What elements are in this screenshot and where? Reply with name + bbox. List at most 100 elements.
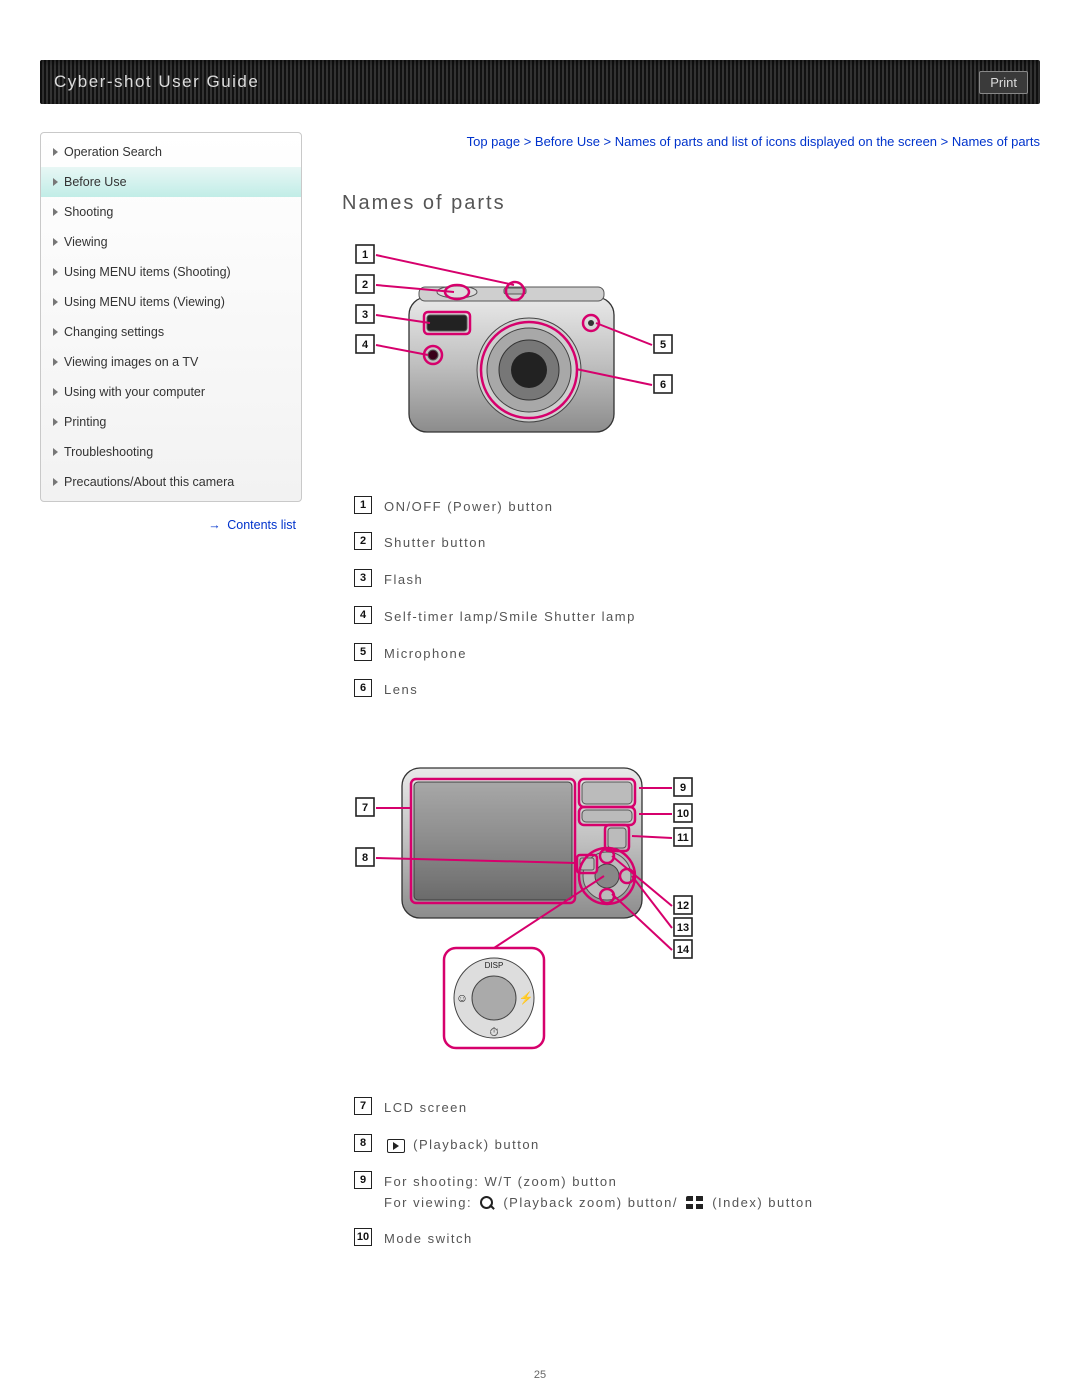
triangle-right-icon (53, 358, 58, 366)
sidebar-item[interactable]: Viewing (41, 227, 301, 257)
part-number-box: 1 (354, 496, 372, 514)
print-button[interactable]: Print (979, 71, 1028, 94)
part-row: 2Shutter button (354, 524, 1040, 561)
svg-text:7: 7 (362, 802, 368, 814)
part-label: (Playback) button (384, 1133, 540, 1156)
triangle-right-icon (53, 328, 58, 336)
sidebar-item-label: Viewing images on a TV (64, 355, 198, 369)
sidebar-item-label: Operation Search (64, 145, 162, 159)
camera-front-diagram: 1 2 3 4 5 6 (354, 237, 1040, 470)
sidebar-item-label: Using MENU items (Shooting) (64, 265, 231, 279)
svg-text:11: 11 (677, 832, 689, 844)
sidebar-column: Operation Search Before Use Shooting Viewin… (40, 132, 302, 1287)
part-number-box: 4 (354, 606, 372, 624)
part-row: 1 ON/OFF (Power) button (354, 488, 1040, 525)
svg-text:12: 12 (677, 900, 689, 912)
triangle-right-icon (53, 178, 58, 186)
svg-text:4: 4 (362, 339, 369, 351)
part-row: 10 Mode switch (354, 1220, 1040, 1257)
part-row: 6 Lens (354, 671, 1040, 708)
page-number: 25 (534, 1369, 546, 1381)
triangle-right-icon (53, 298, 58, 306)
part-row: 7 LCD screen (354, 1089, 1040, 1126)
sidebar-item-label: Before Use (64, 175, 127, 189)
sidebar-item[interactable]: Using MENU items (Shooting) (41, 257, 301, 287)
sidebar-item[interactable]: Printing (41, 407, 301, 437)
part-label: Flash (384, 568, 423, 591)
svg-text:8: 8 (362, 852, 368, 864)
header-title: Cyber-shot User Guide (54, 72, 259, 92)
part-label: ON/OFF (Power) button (384, 495, 553, 518)
part-label: LCD screen (384, 1096, 468, 1119)
part-number-box: 6 (354, 679, 372, 697)
part-label: Lens (384, 678, 418, 701)
svg-text:⚡: ⚡ (519, 991, 534, 1005)
svg-text:14: 14 (677, 944, 690, 956)
svg-text:6: 6 (660, 379, 666, 391)
triangle-right-icon (53, 148, 58, 156)
contents-link-row: → Contents list (40, 518, 296, 532)
sidebar-item-label: Viewing (64, 235, 108, 249)
sidebar-item-label: Troubleshooting (64, 445, 153, 459)
main-content: Top page > Before Use > Names of parts a… (342, 132, 1040, 1287)
part-number-box: 3 (354, 569, 372, 587)
sidebar-item[interactable]: Shooting (41, 197, 301, 227)
disp-label: DISP (485, 961, 504, 970)
part-row: 5 Microphone (354, 635, 1040, 672)
page-title: Names of parts (342, 192, 1040, 215)
contents-list-link[interactable]: Contents list (227, 518, 296, 532)
part-row: 3 Flash (354, 561, 1040, 598)
breadcrumb[interactable]: Top page > Before Use > Names of parts a… (342, 132, 1040, 152)
sidebar-item[interactable]: Viewing images on a TV (41, 347, 301, 377)
triangle-right-icon (53, 238, 58, 246)
play-icon (387, 1139, 405, 1153)
part-number-box: 8 (354, 1134, 372, 1152)
header-bar: Cyber-shot User Guide Print (40, 60, 1040, 104)
sidebar-item[interactable]: Using MENU items (Viewing) (41, 287, 301, 317)
part-row: 4 Self-timer lamp/Smile Shutter lamp (354, 598, 1040, 635)
triangle-right-icon (53, 418, 58, 426)
part-row: 8 (Playback) button (354, 1126, 1040, 1163)
part-number-box: 7 (354, 1097, 372, 1115)
svg-text:☺: ☺ (456, 991, 468, 1005)
part-label: Microphone (384, 642, 467, 665)
svg-text:9: 9 (680, 782, 686, 794)
front-parts-list: 1 ON/OFF (Power) button 2Shutter button 3 Fl… (354, 488, 1040, 709)
part-label: Mode switch (384, 1227, 473, 1250)
sidebar-item[interactable]: Before Use (41, 167, 301, 197)
part-number-box: 9 (354, 1171, 372, 1189)
sidebar-item-label: Precautions/About this camera (64, 475, 234, 489)
sidebar-item[interactable]: Using with your computer (41, 377, 301, 407)
camera-back-diagram: 7 8 9 10 11 12 13 14 (354, 738, 1040, 1071)
triangle-right-icon (53, 448, 58, 456)
part-label: Self-timer lamp/Smile Shutter lamp (384, 605, 636, 628)
sidebar-item-label: Using with your computer (64, 385, 205, 399)
svg-text:5: 5 (660, 339, 666, 351)
triangle-right-icon (53, 268, 58, 276)
svg-text:3: 3 (362, 309, 368, 321)
sidebar-item-label: Shooting (64, 205, 113, 219)
triangle-right-icon (53, 478, 58, 486)
sidebar-item[interactable]: Troubleshooting (41, 437, 301, 467)
svg-text:13: 13 (677, 922, 689, 934)
sidebar-item[interactable]: Precautions/About this camera (41, 467, 301, 497)
sidebar-item[interactable]: Operation Search (41, 137, 301, 167)
sidebar-item[interactable]: Changing settings (41, 317, 301, 347)
svg-text:2: 2 (362, 279, 368, 291)
svg-text:⏱: ⏱ (489, 1025, 498, 1039)
part-label: For shooting: W/T (zoom) buttonFor viewi… (384, 1170, 813, 1214)
index-icon (686, 1196, 704, 1210)
arrow-right-icon: → (208, 518, 220, 532)
sidebar-item-label: Printing (64, 415, 106, 429)
sidebar: Operation Search Before Use Shooting Viewin… (40, 132, 302, 502)
sidebar-item-label: Changing settings (64, 325, 164, 339)
svg-text:10: 10 (677, 808, 689, 820)
svg-text:1: 1 (362, 249, 368, 261)
back-parts-list: 7 LCD screen 8 (Playback) button 9 For shoot… (354, 1089, 1040, 1257)
sidebar-item-label: Using MENU items (Viewing) (64, 295, 225, 309)
part-number-box: 10 (354, 1228, 372, 1246)
mag-icon (480, 1196, 495, 1211)
part-number-box: 5 (354, 643, 372, 661)
triangle-right-icon (53, 208, 58, 216)
part-number-box: 2 (354, 532, 372, 550)
